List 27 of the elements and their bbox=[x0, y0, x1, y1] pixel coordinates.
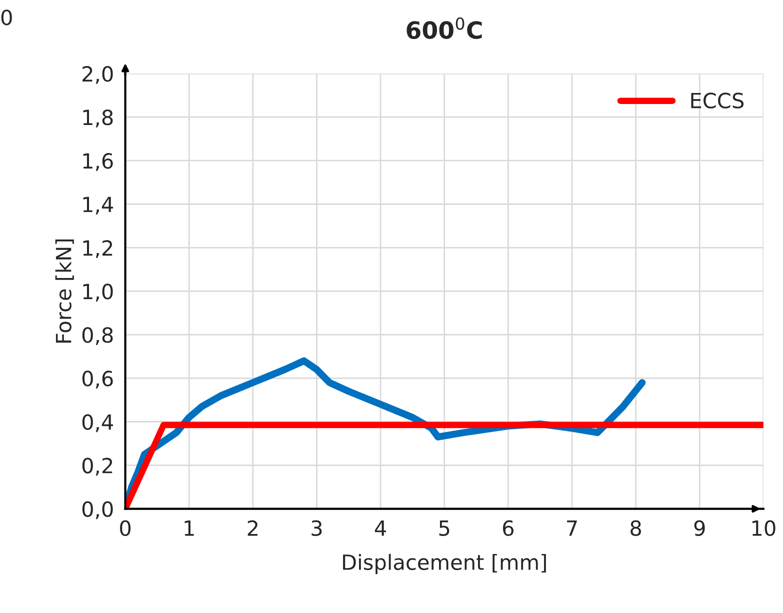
x-tick-label: 2 bbox=[248, 520, 258, 536]
x-tick-label: 1 bbox=[184, 520, 194, 536]
x-tick-label: 10 bbox=[752, 520, 776, 536]
y-tick-label: 1,0 bbox=[83, 284, 113, 302]
x-tick-label: 5 bbox=[439, 520, 450, 536]
text: 0 bbox=[1, 10, 12, 26]
y-tick-label: 0,4 bbox=[82, 414, 113, 432]
x-tick-label: 7 bbox=[567, 520, 577, 536]
y-tick-label: 0,6 bbox=[82, 370, 113, 389]
x-axis-title: Displacement [mm] bbox=[343, 554, 546, 574]
y-tick-label: 0,2 bbox=[82, 458, 112, 476]
x-tick-label: 4 bbox=[374, 520, 386, 536]
x-tick-label: 6 bbox=[502, 520, 514, 536]
y-tick-label: 1,2 bbox=[83, 240, 112, 258]
y-tick-label: 1,4 bbox=[83, 196, 113, 214]
y-tick-label: 0,8 bbox=[82, 327, 113, 346]
y-tick-label: 1,6 bbox=[83, 153, 113, 171]
x-tick-label: 3 bbox=[312, 520, 322, 536]
legend-label: ECCS bbox=[691, 92, 744, 108]
x-tick-label: 8 bbox=[630, 520, 641, 536]
x-tick-label: 0 bbox=[120, 520, 131, 536]
y-tick-label: 0,0 bbox=[82, 501, 113, 520]
chart-title: 600$^{0}$C bbox=[406, 17, 482, 39]
y-tick-label: 1,8 bbox=[83, 110, 113, 128]
y-axis-title: Force [kN] bbox=[55, 240, 74, 343]
x-tick-label: 9 bbox=[694, 520, 705, 536]
y-tick-label: 2,0 bbox=[82, 66, 113, 84]
